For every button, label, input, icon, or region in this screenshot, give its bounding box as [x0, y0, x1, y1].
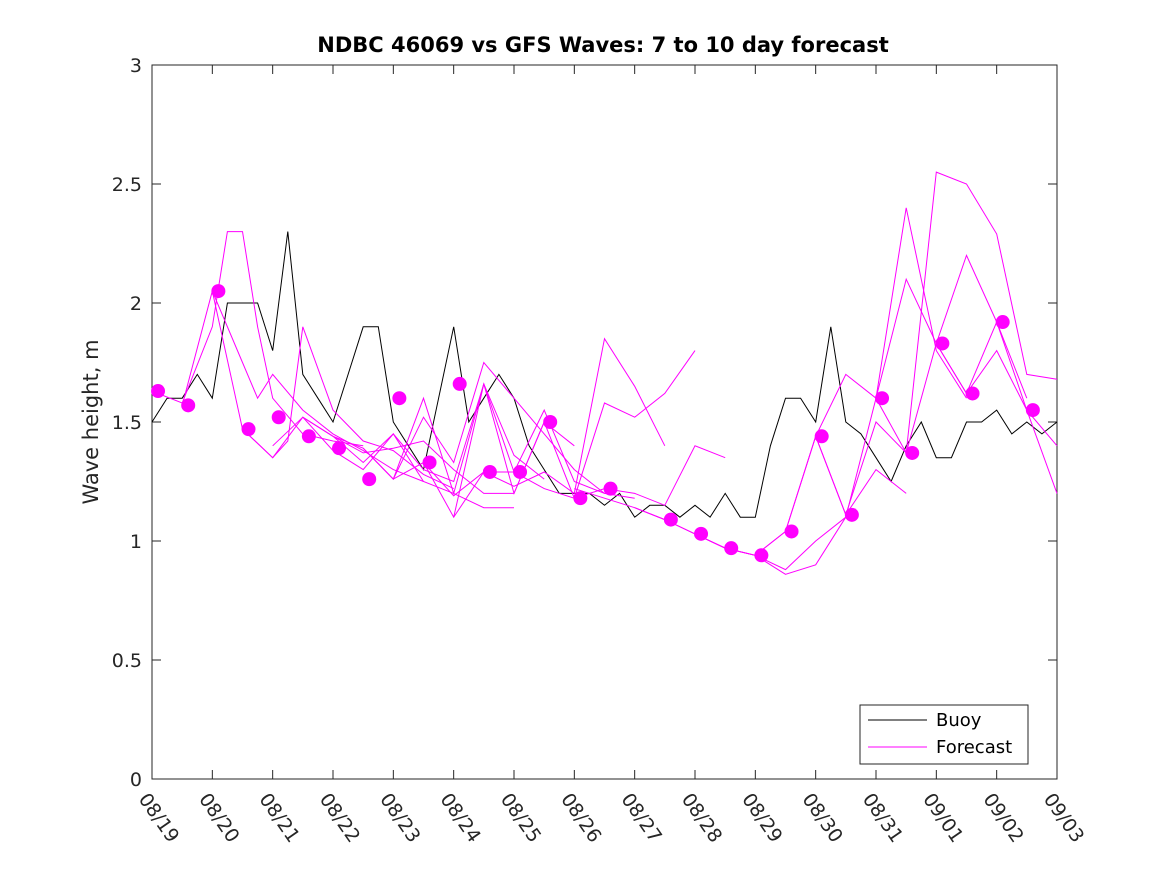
forecast-point — [151, 384, 166, 399]
forecast-run-line — [242, 416, 514, 509]
forecast-run-line — [181, 289, 424, 482]
forecast-point — [603, 481, 618, 496]
forecast-run-line — [423, 350, 696, 519]
forecast-point — [362, 472, 377, 487]
forecast-point — [573, 491, 588, 506]
forecast-point — [241, 422, 256, 437]
y-tick-label: 0.5 — [112, 650, 142, 672]
forecast-run-line — [935, 343, 1058, 494]
y-tick-label: 1 — [130, 531, 142, 553]
y-tick-labels: 0 0.5 1 1.5 2 2.5 3 — [112, 55, 142, 791]
forecast-run-line — [755, 254, 1028, 575]
forecast-point — [814, 429, 829, 444]
legend: Buoy Forecast — [859, 704, 1029, 765]
forecast-point — [482, 464, 497, 479]
forecast-point — [905, 445, 920, 460]
legend-forecast-label: Forecast — [936, 737, 1012, 758]
forecast-point — [965, 386, 980, 401]
forecast-point — [452, 376, 467, 391]
plot-area — [151, 64, 1058, 780]
y-tick-label: 3 — [130, 55, 142, 77]
forecast-point — [754, 548, 769, 563]
y-tick-label: 2 — [130, 293, 142, 315]
forecast-point — [422, 455, 437, 470]
forecast-point — [513, 464, 528, 479]
forecast-point — [724, 541, 739, 556]
forecast-point — [663, 512, 678, 527]
forecast-series — [151, 171, 1058, 575]
chart-title: NDBC 46069 vs GFS Waves: 7 to 10 day for… — [317, 33, 888, 57]
forecast-point — [1025, 403, 1040, 418]
forecast-point — [301, 429, 316, 444]
forecast-markers — [151, 284, 1040, 563]
forecast-point — [332, 441, 347, 456]
y-tick-label: 2.5 — [112, 174, 142, 196]
legend-box — [859, 704, 1029, 765]
y-tick-label: 1.5 — [112, 412, 142, 434]
y-tick-label: 0 — [130, 769, 142, 791]
forecast-run-line — [151, 231, 364, 447]
buoy-line — [151, 231, 1058, 518]
forecast-point — [271, 410, 286, 425]
forecast-point — [784, 524, 799, 539]
axes-ticks — [151, 64, 1058, 780]
forecast-point — [935, 336, 950, 351]
forecast-point — [392, 391, 407, 406]
y-axis-label: Wave height, m — [79, 339, 103, 504]
buoy-series — [151, 231, 1058, 518]
forecast-run-line — [362, 382, 635, 499]
forecast-point — [995, 315, 1010, 330]
forecast-point — [543, 415, 558, 429]
forecast-run-line — [393, 337, 666, 497]
legend-buoy-label: Buoy — [936, 710, 982, 731]
forecast-point — [181, 398, 196, 413]
forecast-point — [875, 391, 890, 406]
forecast-point — [694, 526, 709, 541]
forecast-run-line — [694, 207, 967, 556]
forecast-point — [211, 284, 226, 299]
forecast-run-line — [815, 171, 1058, 517]
forecast-point — [844, 507, 859, 522]
